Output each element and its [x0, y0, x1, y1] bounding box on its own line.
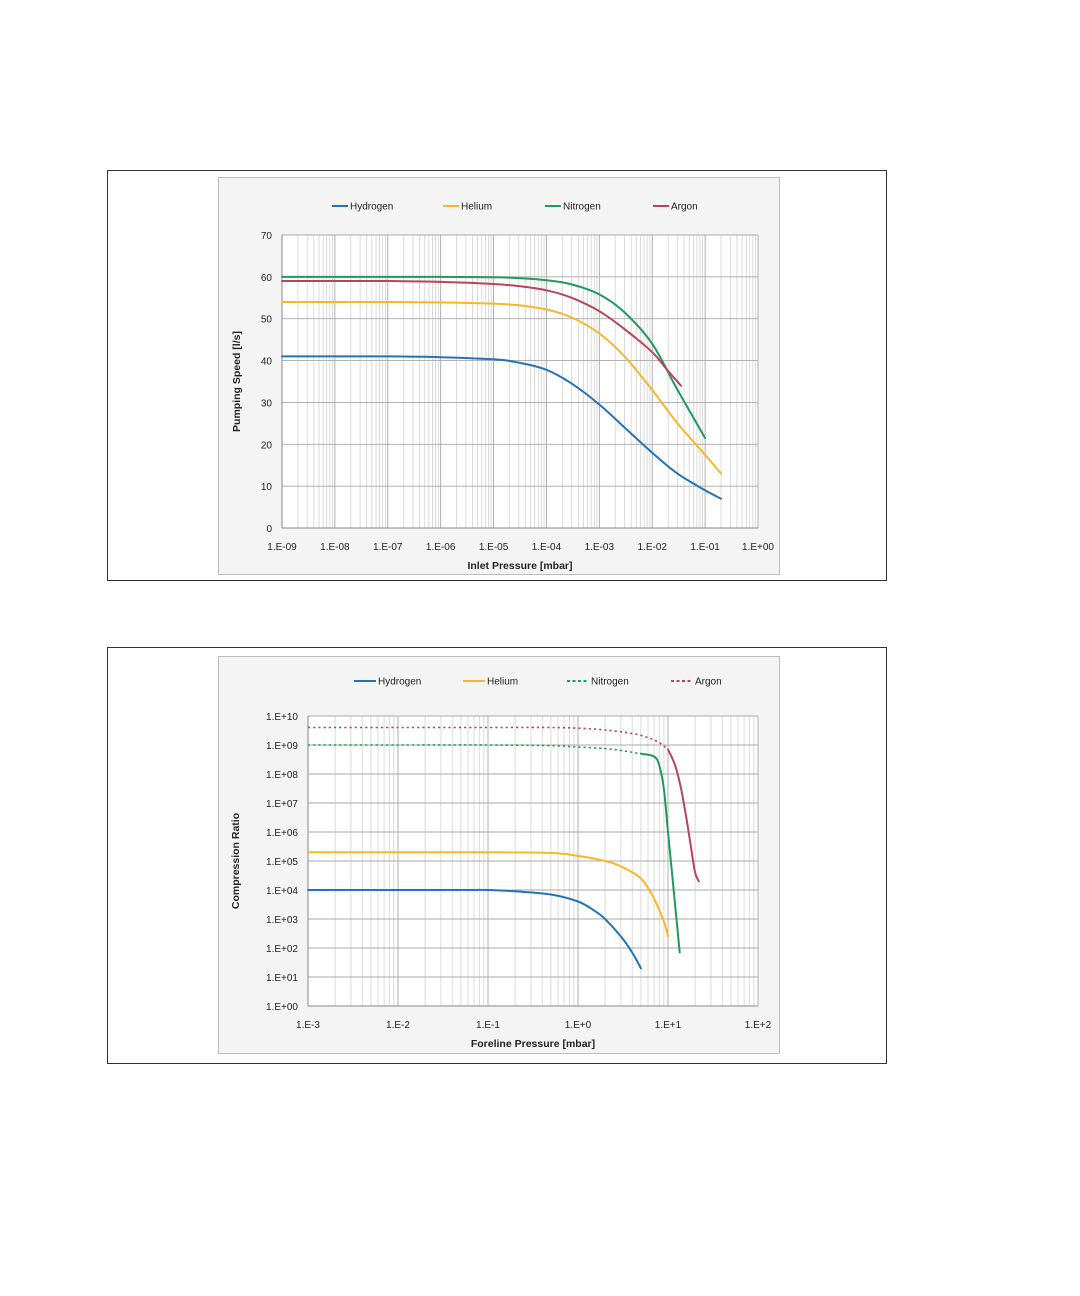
chart-frame-pumping-speed: 1.E-09 1.E-08 1.E-07 1.E-06 1.E-05 1.E-04 1.E-… [107, 170, 887, 581]
series-line-helium [281, 300, 722, 475]
compression-ratio-chart: 1.E-3 1.E-2 1.E-1 1.E+0 1.E+1 1.E+2 1.E+00 1.E+… [230, 677, 772, 1051]
y-tick-label: 40 [261, 357, 273, 368]
series-line-nitrogen [281, 275, 707, 439]
legend-entry-hydrogen: Hydrogen [332, 202, 393, 213]
y-tick-label: 1.E+07 [266, 799, 298, 810]
legend-entry-helium: Helium [443, 202, 492, 213]
x-axis-title: Foreline Pressure [mbar] [471, 1038, 595, 1050]
y-tick-label: 0 [266, 524, 272, 535]
y-axis-title: Compression Ratio [230, 813, 242, 909]
y-tick-label: 1.E+06 [266, 828, 298, 839]
series-line-hydrogen [307, 888, 642, 970]
series-line-nitrogen [307, 744, 642, 755]
x-axis-title: Inlet Pressure [mbar] [467, 560, 572, 572]
major-gridlines [281, 234, 759, 529]
x-tick-label: 1.E-07 [373, 542, 403, 553]
legend-entry-nitrogen: Nitrogen [567, 677, 629, 688]
y-tick-label: 1.E+00 [266, 1002, 298, 1013]
legend-entry-nitrogen: Nitrogen [545, 202, 601, 213]
chart-panel-pumping-speed: 1.E-09 1.E-08 1.E-07 1.E-06 1.E-05 1.E-04 1.E-… [218, 177, 780, 575]
legend-entry-argon: Argon [671, 677, 722, 688]
x-tick-label: 1.E+0 [565, 1020, 592, 1031]
x-tick-label: 1.E-09 [267, 542, 297, 553]
y-tick-label: 1.E+01 [266, 973, 298, 984]
x-tick-label: 1.E+2 [745, 1020, 772, 1031]
legend-label: Hydrogen [378, 677, 421, 688]
x-tick-label: 1.E+00 [742, 542, 774, 553]
legend-label: Helium [487, 677, 518, 688]
y-axis-title: Pumping Speed [l/s] [231, 331, 243, 432]
series-line-helium [307, 851, 669, 938]
legend-label: Nitrogen [591, 677, 629, 688]
series-line-segment [667, 748, 700, 883]
y-tick-label: 10 [261, 482, 273, 493]
x-tick-label: 1.E-06 [426, 542, 456, 553]
y-tick-label: 1.E+09 [266, 741, 298, 752]
x-tick-label: 1.E-05 [479, 542, 509, 553]
y-tick-label: 30 [261, 398, 273, 409]
series-line-argon [307, 726, 669, 751]
legend-entry-helium: Helium [463, 677, 518, 688]
y-tick-label: 1.E+08 [266, 770, 298, 781]
y-tick-label: 70 [261, 231, 273, 242]
y-tick-label: 1.E+02 [266, 944, 298, 955]
x-tick-label: 1.E-01 [690, 542, 720, 553]
legend-label: Helium [461, 202, 492, 213]
y-tick-label: 1.E+05 [266, 857, 298, 868]
x-tick-label: 1.E-1 [476, 1020, 500, 1031]
series-line-argon [281, 279, 682, 387]
y-tick-label: 60 [261, 273, 273, 284]
legend-label: Argon [671, 202, 698, 213]
y-tick-label: 50 [261, 315, 273, 326]
minor-gridlines [297, 235, 756, 528]
x-tick-label: 1.E+1 [655, 1020, 682, 1031]
pumping-speed-chart: 1.E-09 1.E-08 1.E-07 1.E-06 1.E-05 1.E-04 1.E-… [231, 202, 774, 573]
x-tick-label: 1.E-08 [320, 542, 350, 553]
series-line-segment [639, 752, 681, 954]
x-tick-label: 1.E-03 [585, 542, 615, 553]
legend-entry-hydrogen: Hydrogen [354, 677, 421, 688]
legend-label: Nitrogen [563, 202, 601, 213]
legend-entry-argon: Argon [653, 202, 698, 213]
y-tick-label: 1.E+10 [266, 712, 298, 723]
x-tick-label: 1.E-3 [296, 1020, 320, 1031]
chart-panel-compression-ratio: 1.E-3 1.E-2 1.E-1 1.E+0 1.E+1 1.E+2 1.E+00 1.E+… [218, 656, 780, 1054]
x-tick-label: 1.E-2 [386, 1020, 410, 1031]
plot-area [282, 235, 758, 528]
chart-frame-compression-ratio: 1.E-3 1.E-2 1.E-1 1.E+0 1.E+1 1.E+2 1.E+00 1.E+… [107, 647, 887, 1064]
y-tick-label: 1.E+04 [266, 886, 298, 897]
series-line-hydrogen [281, 355, 722, 500]
y-tick-label: 20 [261, 440, 273, 451]
y-tick-label: 1.E+03 [266, 915, 298, 926]
x-tick-label: 1.E-04 [532, 542, 562, 553]
legend-label: Hydrogen [350, 202, 393, 213]
legend-label: Argon [695, 677, 722, 688]
x-tick-label: 1.E-02 [637, 542, 667, 553]
